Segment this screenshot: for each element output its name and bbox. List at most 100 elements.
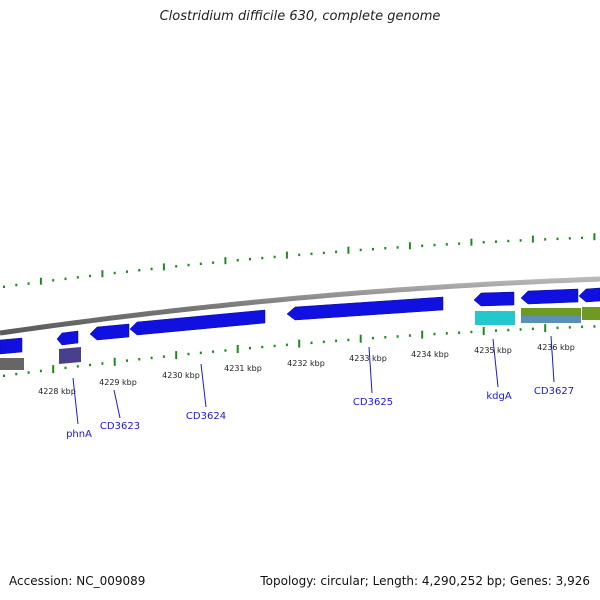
leader-line (368, 346, 373, 394)
gc-dot (310, 252, 313, 256)
gc-dot (52, 279, 55, 282)
gene-labels: phnA CD3623 CD3624 CD3625 kdgA CD3627 (66, 386, 574, 440)
map-title: Clostridium difficile 630, complete geno… (159, 9, 441, 24)
gc-content-track (3, 233, 596, 288)
gc-dot (76, 365, 79, 368)
cds-arrow-CD3624[interactable] (129, 309, 266, 336)
cds-arrow-phnA[interactable] (56, 330, 79, 346)
gc-tick (421, 330, 424, 339)
gc-dot (212, 350, 215, 353)
gc-dot (76, 276, 79, 279)
gc-dot (322, 340, 325, 344)
genome-stats: Topology: circular; Length: 4,290,252 bp… (260, 574, 590, 588)
scale-label: 4232 kbp (287, 359, 325, 368)
scale-label: 4236 kbp (537, 343, 575, 352)
leader-line (200, 363, 207, 408)
gc-dot (224, 349, 227, 352)
scale-label: 4231 kbp (224, 364, 262, 373)
gc-tick (347, 246, 350, 254)
gc-dot (3, 374, 5, 377)
gc-dot (519, 328, 522, 331)
gc-dot (249, 346, 251, 350)
gc-dot (126, 270, 128, 273)
gc-dot (581, 236, 584, 240)
gc-tick (101, 270, 104, 278)
gene-label-phnA[interactable]: phnA (66, 429, 92, 440)
gc-dot (433, 332, 436, 336)
gc-dot (519, 239, 522, 242)
gc-dot (199, 262, 202, 266)
gc-skew-track (3, 324, 596, 377)
cds-arrow-CD3623[interactable] (89, 323, 130, 341)
gc-dot (433, 243, 436, 247)
gc-dot (531, 327, 534, 331)
gc-dot (396, 335, 399, 338)
gc-dot (150, 267, 153, 271)
cds-arrow-CD3627[interactable] (520, 288, 579, 305)
gc-dot (273, 344, 276, 348)
scale-labels: 4228 kbp 4229 kbp 4230 kbp 4231 kbp 4232… (38, 343, 575, 396)
gc-dot (39, 369, 42, 373)
gc-dot (458, 331, 461, 334)
gc-dot (64, 277, 67, 281)
gc-dot (568, 237, 571, 240)
gc-dot (335, 339, 338, 343)
gc-dot (27, 282, 30, 285)
gc-dot (187, 352, 190, 356)
gc-dot (261, 345, 264, 349)
gc-dot (261, 256, 264, 260)
gc-tick (470, 238, 473, 246)
gc-tick (113, 357, 116, 366)
gc-dot (408, 334, 411, 337)
cds-arrow-next[interactable] (578, 287, 600, 303)
gc-dot (64, 366, 67, 370)
gc-tick (52, 365, 55, 374)
gc-dot (212, 261, 215, 264)
gc-dot (298, 253, 301, 257)
gc-dot (593, 325, 596, 328)
feature-bar-cyan (475, 311, 515, 325)
gc-tick (162, 263, 165, 271)
gc-dot (556, 237, 559, 241)
gc-dot (187, 263, 190, 267)
gene-label-CD3624[interactable]: CD3624 (186, 411, 226, 422)
gc-tick (298, 339, 301, 348)
gene-label-CD3627[interactable]: CD3627 (534, 386, 574, 397)
gc-tick (544, 324, 547, 333)
gene-leaders (72, 335, 555, 425)
gc-dot (359, 248, 362, 252)
gc-dot (322, 251, 325, 255)
gc-dot (15, 283, 18, 287)
gc-dot (3, 285, 5, 288)
gc-dot (249, 257, 251, 261)
feature-bar-steel (521, 316, 581, 323)
gene-label-CD3623[interactable]: CD3623 (100, 421, 140, 432)
gc-dot (89, 274, 92, 278)
gc-dot (495, 240, 497, 243)
cds-arrow[interactable] (0, 337, 23, 355)
cds-arrow-CD3625[interactable] (286, 296, 444, 321)
gc-tick (531, 235, 534, 243)
gene-label-kdgA[interactable]: kdgA (486, 391, 511, 402)
gc-dot (568, 326, 571, 329)
gc-tick (39, 277, 42, 285)
cds-arrow-kdgA[interactable] (473, 291, 515, 307)
scale-label: 4233 kbp (349, 354, 387, 363)
gc-dot (507, 239, 510, 243)
gc-dot (285, 343, 288, 347)
feature-bar-purple (59, 347, 81, 364)
gc-dot (556, 326, 559, 330)
gc-dot (199, 351, 202, 355)
genome-backbone (0, 276, 600, 336)
gc-dot (273, 255, 276, 259)
gc-dot (507, 328, 510, 332)
gc-dot (458, 242, 461, 245)
leader-line (72, 377, 79, 425)
gc-dot (15, 372, 18, 376)
gc-tick (359, 334, 362, 343)
gene-label-CD3625[interactable]: CD3625 (353, 397, 393, 408)
gc-dot (495, 329, 497, 332)
gc-dot (347, 338, 350, 342)
gc-dot (470, 330, 473, 334)
